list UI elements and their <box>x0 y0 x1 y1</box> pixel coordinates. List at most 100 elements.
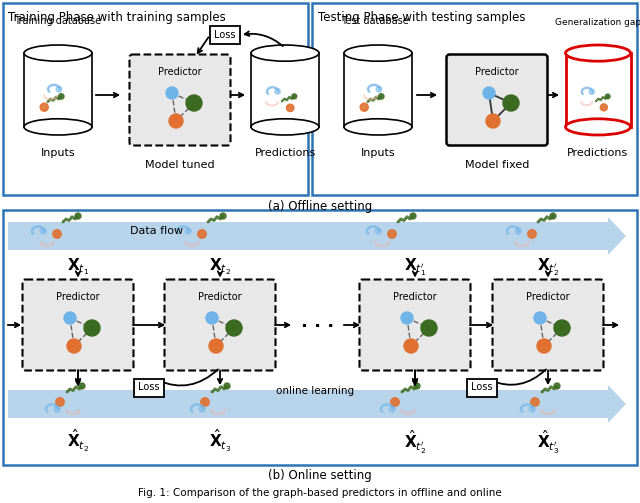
Text: $\hat{\mathbf{X}}_{t_3^{\prime}}$: $\hat{\mathbf{X}}_{t_3^{\prime}}$ <box>537 428 559 456</box>
Circle shape <box>375 228 381 234</box>
Circle shape <box>554 383 560 389</box>
FancyBboxPatch shape <box>129 54 230 145</box>
Bar <box>344 53 412 127</box>
Circle shape <box>287 104 294 112</box>
Circle shape <box>52 230 61 238</box>
Text: Predictions: Predictions <box>568 148 628 158</box>
Ellipse shape <box>24 45 92 61</box>
Circle shape <box>600 104 607 111</box>
FancyArrow shape <box>8 385 626 423</box>
Circle shape <box>198 230 206 238</box>
Text: Training Phase with training samples: Training Phase with training samples <box>8 11 226 24</box>
FancyBboxPatch shape <box>3 3 308 195</box>
Ellipse shape <box>251 45 319 61</box>
Ellipse shape <box>24 119 92 135</box>
Circle shape <box>391 398 399 406</box>
FancyBboxPatch shape <box>164 280 275 371</box>
Circle shape <box>421 320 437 336</box>
Circle shape <box>404 339 418 353</box>
Text: $\mathbf{X}_{t_1^{\prime}}$: $\mathbf{X}_{t_1^{\prime}}$ <box>404 256 426 278</box>
Circle shape <box>40 103 48 111</box>
FancyBboxPatch shape <box>312 3 637 195</box>
Text: · · ·: · · · <box>301 318 334 336</box>
Circle shape <box>79 383 85 389</box>
Text: Predictor: Predictor <box>393 292 437 301</box>
Circle shape <box>199 406 205 412</box>
Ellipse shape <box>344 119 412 135</box>
Circle shape <box>224 383 230 389</box>
Circle shape <box>414 383 420 389</box>
Circle shape <box>84 320 100 336</box>
Text: online learning: online learning <box>276 386 355 396</box>
Circle shape <box>206 312 218 324</box>
Circle shape <box>389 406 396 412</box>
Text: Loss: Loss <box>138 382 160 392</box>
FancyBboxPatch shape <box>134 378 164 396</box>
Text: $\mathbf{X}_{t_2^{\prime}}$: $\mathbf{X}_{t_2^{\prime}}$ <box>537 256 559 278</box>
Circle shape <box>64 312 76 324</box>
Ellipse shape <box>251 119 319 135</box>
Text: Inputs: Inputs <box>41 148 76 158</box>
Circle shape <box>67 339 81 353</box>
Text: Loss: Loss <box>214 30 236 40</box>
Text: Model tuned: Model tuned <box>145 160 215 170</box>
Circle shape <box>537 339 551 353</box>
Text: Predictor: Predictor <box>56 292 100 301</box>
Circle shape <box>531 398 540 406</box>
Bar <box>24 53 92 127</box>
Circle shape <box>292 94 297 99</box>
Circle shape <box>75 213 81 219</box>
FancyBboxPatch shape <box>360 280 470 371</box>
Text: Generalization gap: Generalization gap <box>555 18 640 27</box>
FancyBboxPatch shape <box>22 280 134 371</box>
Circle shape <box>186 95 202 111</box>
Circle shape <box>54 406 60 412</box>
Circle shape <box>534 312 546 324</box>
Text: Test database: Test database <box>341 16 409 26</box>
Circle shape <box>401 312 413 324</box>
Circle shape <box>201 398 209 406</box>
Circle shape <box>379 94 384 99</box>
Circle shape <box>483 87 495 99</box>
Circle shape <box>550 213 556 219</box>
Circle shape <box>528 230 536 238</box>
Text: Training database: Training database <box>15 16 102 26</box>
Circle shape <box>59 94 64 99</box>
Text: (b) Online setting: (b) Online setting <box>268 469 372 482</box>
Text: Predictor: Predictor <box>475 66 519 76</box>
Text: $\mathbf{X}_{t_1}$: $\mathbf{X}_{t_1}$ <box>67 256 89 277</box>
Text: Predictor: Predictor <box>526 292 570 301</box>
Circle shape <box>486 114 500 128</box>
Circle shape <box>166 87 178 99</box>
Ellipse shape <box>566 45 630 61</box>
Circle shape <box>589 89 595 95</box>
Circle shape <box>56 398 64 406</box>
Text: $\hat{\mathbf{X}}_{t_2^{\prime}}$: $\hat{\mathbf{X}}_{t_2^{\prime}}$ <box>404 428 426 456</box>
Circle shape <box>40 228 46 234</box>
Circle shape <box>360 103 368 111</box>
Circle shape <box>220 213 226 219</box>
FancyBboxPatch shape <box>467 378 497 396</box>
Circle shape <box>529 406 535 412</box>
Text: $\hat{\mathbf{X}}_{t_3}$: $\hat{\mathbf{X}}_{t_3}$ <box>209 428 231 455</box>
FancyBboxPatch shape <box>210 26 240 44</box>
FancyBboxPatch shape <box>3 210 637 465</box>
Circle shape <box>376 87 382 92</box>
Text: Predictor: Predictor <box>158 66 202 76</box>
Text: Predictions: Predictions <box>254 148 316 158</box>
FancyBboxPatch shape <box>447 54 547 145</box>
Circle shape <box>605 94 610 99</box>
Circle shape <box>209 339 223 353</box>
Circle shape <box>56 87 62 92</box>
FancyArrow shape <box>8 217 626 255</box>
Circle shape <box>275 89 280 94</box>
Text: $\hat{\mathbf{X}}_{t_2}$: $\hat{\mathbf{X}}_{t_2}$ <box>67 428 89 455</box>
Bar <box>251 53 319 127</box>
FancyBboxPatch shape <box>493 280 604 371</box>
Text: Testing Phase with testing samples: Testing Phase with testing samples <box>318 11 525 24</box>
Circle shape <box>515 228 521 234</box>
Circle shape <box>226 320 242 336</box>
Circle shape <box>554 320 570 336</box>
Circle shape <box>169 114 183 128</box>
Circle shape <box>388 230 396 238</box>
